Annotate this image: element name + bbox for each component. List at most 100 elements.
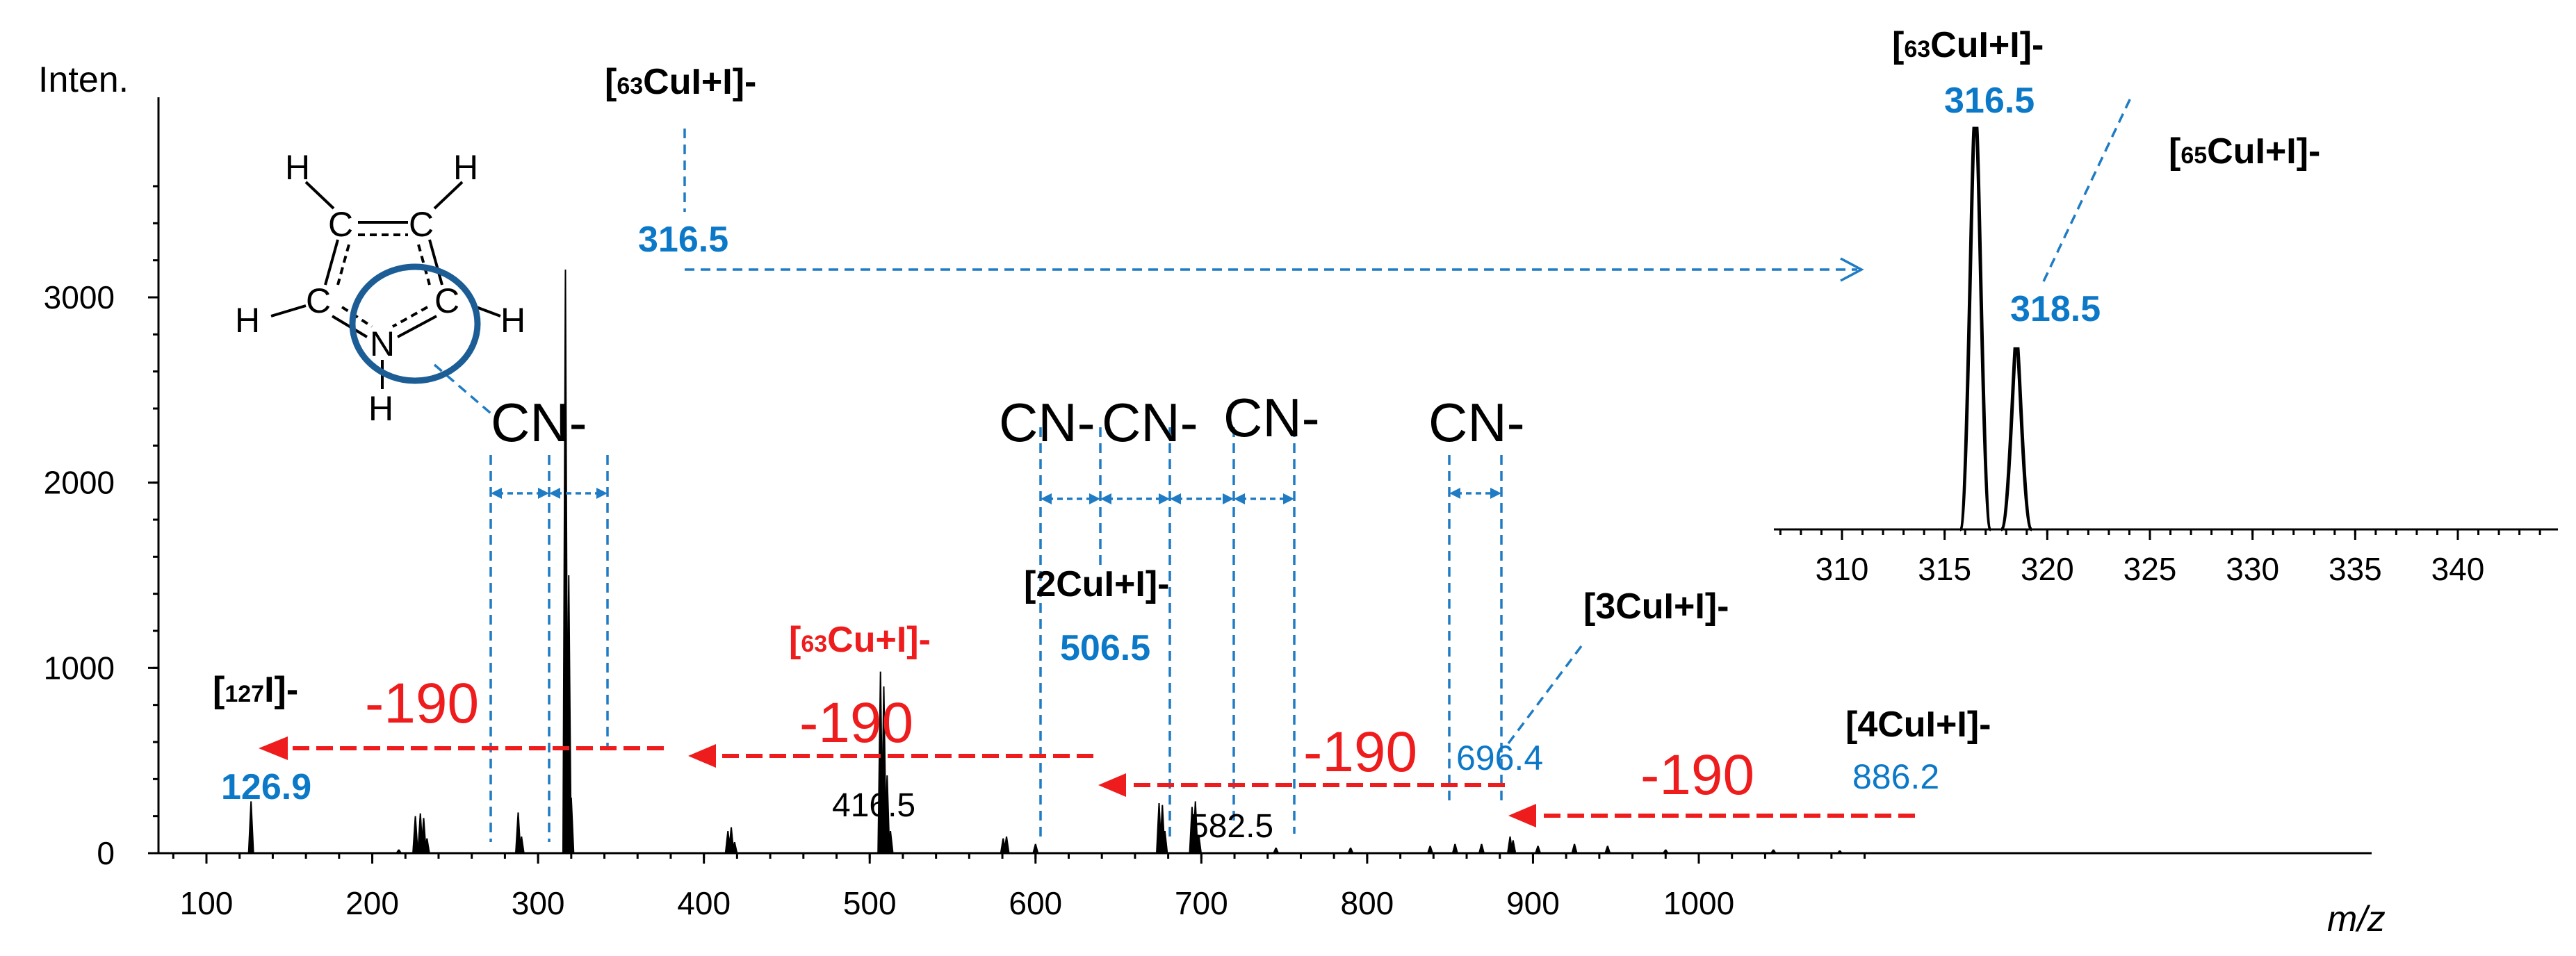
- y-tick-label: 1000: [44, 650, 115, 686]
- bond-h-c: [304, 181, 335, 210]
- ion-label-2cui: [2CuI+I]-: [1024, 564, 1169, 604]
- loss-label: -190: [799, 691, 913, 755]
- loss-label: -190: [365, 672, 479, 735]
- inset-x-tick-label: 325: [2123, 551, 2177, 587]
- inset-x-tick-label: 340: [2431, 551, 2485, 587]
- spectrum-peak: [1032, 843, 1039, 853]
- bond-c-n-dashed: [392, 306, 428, 328]
- ion-label-4cui: [4CuI+I]-: [1845, 704, 1991, 745]
- cn-label: CN-: [1428, 392, 1525, 453]
- atom-label: H: [285, 148, 310, 187]
- x-tick-label: 800: [1341, 885, 1394, 921]
- x-tick-label: 600: [1009, 885, 1062, 921]
- x-tick-label: 100: [180, 885, 234, 921]
- spectrum-peak: [1451, 843, 1458, 853]
- x-tick-label: 200: [345, 885, 399, 921]
- x-axis-title: m/z: [2327, 899, 2386, 939]
- spectrum-peak: [514, 812, 521, 853]
- inset-ion-label-63cui: [63CuI+I]-: [1892, 25, 2044, 65]
- spectrum-peak: [421, 818, 427, 853]
- mz-label-416: 416.5: [832, 787, 915, 824]
- x-tick-label: 700: [1175, 885, 1228, 921]
- y-tick-label: 2000: [44, 465, 115, 501]
- spectrum-peak: [1662, 849, 1669, 853]
- spectrum-peak: [1535, 846, 1542, 853]
- spectrum-peak: [565, 575, 572, 853]
- inset-mz-label-318: 318.5: [2010, 289, 2101, 329]
- ion-label-127i: [127I]-: [213, 670, 298, 710]
- bond-h-c: [270, 304, 307, 318]
- cn-double-arrow: [1170, 493, 1234, 504]
- spectrum-peak: [412, 816, 419, 853]
- leader-696-label: [1507, 645, 1583, 745]
- loss-arrowhead: [688, 744, 716, 768]
- x-tick-label: 500: [843, 885, 897, 921]
- inset-spectrum-peaks: [1958, 126, 2034, 531]
- inset-x-tick-label: 315: [1918, 551, 1971, 587]
- atom-label: C: [409, 205, 434, 244]
- spectrum-peak: [1003, 836, 1010, 853]
- inset-spectrum-peak: [1958, 126, 1993, 531]
- inset-ion-label-65cui: [65CuI+I]-: [2169, 131, 2320, 172]
- inset-mz-label-316: 316.5: [1944, 81, 2035, 121]
- cn-double-arrow: [1041, 493, 1100, 504]
- cn-double-arrow: [549, 488, 608, 499]
- ion-label-63cui-main: [63CuI+I]-: [605, 62, 756, 102]
- spectrum-peak: [1347, 848, 1354, 853]
- inset-x-tick-label: 310: [1816, 551, 1869, 587]
- atom-label: H: [235, 301, 260, 340]
- cn-brackets: [489, 427, 1503, 842]
- spectrum-peak: [1478, 843, 1485, 853]
- spectrum-peak: [1192, 801, 1199, 853]
- cn-double-arrow: [1449, 488, 1501, 499]
- ion-label-3cui: [3CuI+I]-: [1583, 586, 1729, 627]
- cn-double-arrow: [491, 488, 549, 499]
- cn-double-arrow: [1100, 493, 1170, 504]
- leader-lines: [433, 93, 2134, 745]
- spectrum-peak: [1571, 843, 1578, 853]
- bond-c-c: [324, 239, 339, 286]
- spectrum-peak: [728, 827, 735, 853]
- bond-c-c: [428, 239, 443, 286]
- atom-label: N: [370, 324, 395, 363]
- atom-label: C: [328, 205, 353, 244]
- ion-label-63cu: [63Cu+I]-: [789, 620, 931, 660]
- main-spectrum-peaks: [247, 270, 1843, 853]
- cn-double-arrow: [1234, 493, 1294, 504]
- spectrum-peak: [1510, 840, 1517, 853]
- mz-label-316: 316.5: [638, 220, 728, 260]
- spectrum-peak: [1604, 846, 1611, 853]
- spectrum-peak: [423, 838, 430, 853]
- atom-label: H: [368, 389, 393, 428]
- mz-label-696: 696.4: [1456, 739, 1543, 777]
- inset-axes: 310 315 320 325 330 335 340: [1774, 528, 2558, 587]
- bond-c-c-dashed: [336, 244, 350, 286]
- x-tick-label: 1000: [1663, 885, 1734, 921]
- inset-x-tick-label: 330: [2226, 551, 2279, 587]
- spectrum-peak: [1770, 849, 1777, 853]
- main-axes: 100 200 300 400 500 600 700 800 900 1000 0 1000 2000…: [44, 97, 2372, 921]
- loss-label: -190: [1303, 720, 1417, 784]
- nitrogen-highlight-ring: [349, 263, 481, 384]
- loss-label: -190: [1640, 743, 1754, 807]
- atom-label: H: [453, 148, 478, 187]
- spectrum-peak: [1196, 834, 1203, 853]
- inset-spectrum-peak: [1999, 347, 2034, 531]
- atom-label: H: [500, 301, 525, 340]
- spectrum-peak: [396, 849, 402, 853]
- cn-label: CN-: [1223, 387, 1320, 448]
- spectrum-peak: [1161, 831, 1168, 853]
- cn-label: CN-: [491, 392, 587, 453]
- x-tick-label: 400: [677, 885, 731, 921]
- loss-arrowhead: [1098, 773, 1126, 797]
- x-tick-label: 300: [512, 885, 565, 921]
- y-tick-label: 0: [97, 835, 115, 871]
- mz-label-886: 886.2: [1852, 757, 1939, 796]
- pyrrole-structure: H H C C H C C H N H: [235, 148, 525, 428]
- spectrum-peak: [518, 836, 525, 853]
- leader-inset-318: [2042, 93, 2134, 282]
- atom-label: C: [434, 281, 459, 320]
- spectrum-peak: [568, 798, 575, 853]
- loss-arrowhead: [1508, 804, 1536, 827]
